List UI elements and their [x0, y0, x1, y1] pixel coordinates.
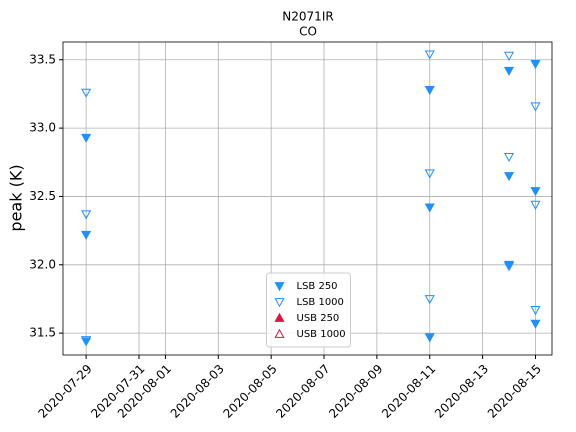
- legend-label: LSB 1000: [297, 297, 344, 308]
- marker: [81, 88, 92, 98]
- legend-label: LSB 250: [297, 281, 338, 292]
- marker: [503, 51, 515, 61]
- y-tick-label: 33.0: [29, 121, 56, 135]
- legend-label: USB 250: [297, 313, 340, 324]
- legend-marker: [274, 282, 285, 292]
- marker: [424, 295, 435, 305]
- marker: [424, 169, 435, 179]
- marker: [81, 230, 92, 240]
- marker: [503, 260, 515, 271]
- marker: [503, 262, 515, 272]
- marker: [503, 66, 515, 76]
- y-tick-label: 32.0: [29, 257, 56, 271]
- legend-marker: [274, 312, 285, 322]
- y-axis-label: peak (K): [7, 164, 26, 231]
- marker: [530, 319, 541, 329]
- marker: [424, 85, 435, 96]
- marker: [81, 133, 92, 143]
- marker: [530, 60, 541, 70]
- legend-label: USB 1000: [297, 329, 346, 340]
- marker: [424, 333, 435, 343]
- legend-box: [266, 272, 351, 348]
- marker: [530, 200, 541, 210]
- marker: [530, 306, 541, 316]
- marker: [81, 210, 92, 220]
- chart-subtitle: CO: [299, 25, 317, 39]
- marker: [81, 336, 92, 346]
- legend-marker: [274, 298, 285, 308]
- chart-title: N2071IR: [282, 10, 333, 24]
- marker: [424, 50, 435, 60]
- y-tick-label: 33.5: [29, 52, 56, 66]
- plot-frame: [62, 41, 553, 356]
- y-tick-label: 31.5: [29, 326, 56, 340]
- marker: [424, 203, 435, 213]
- marker: [530, 187, 541, 197]
- marker: [530, 102, 541, 112]
- marker: [503, 152, 515, 163]
- legend-marker: [274, 328, 285, 338]
- marker: [503, 172, 515, 182]
- y-tick-label: 32.5: [29, 189, 56, 203]
